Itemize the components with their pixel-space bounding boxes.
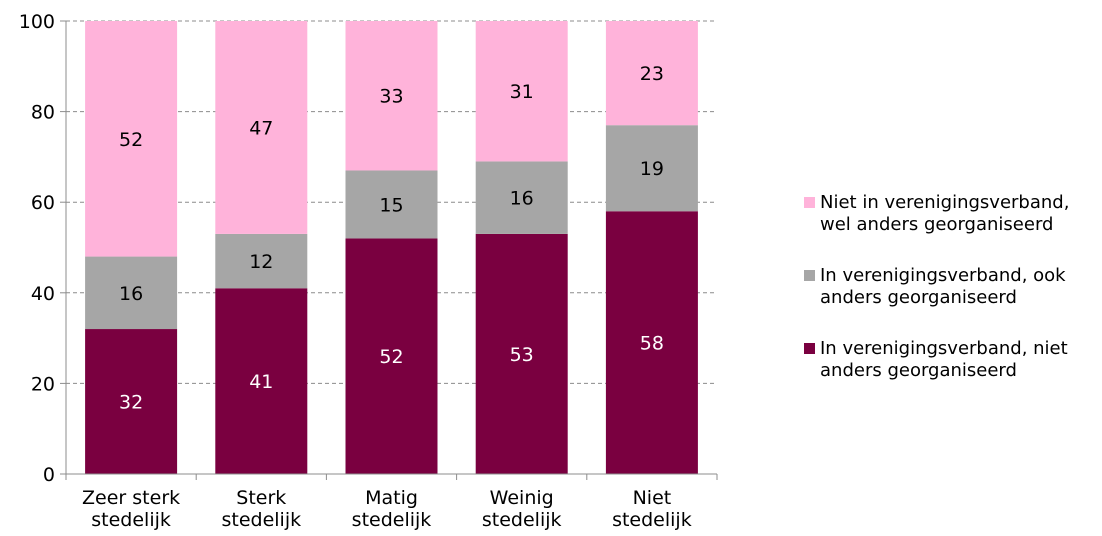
bar-segment-3: [345, 21, 438, 171]
data-label: 33: [379, 86, 403, 108]
bar-segment-2: [605, 125, 698, 212]
data-label: 41: [249, 371, 273, 393]
data-label: 47: [249, 117, 273, 139]
bar-segment-1: [85, 329, 178, 474]
data-label: 52: [119, 129, 143, 151]
x-tick-label: stedelijk: [352, 509, 432, 531]
data-label: 53: [510, 344, 534, 366]
x-tick-label: stedelijk: [482, 509, 562, 531]
bar-segment-2: [475, 161, 568, 234]
bar-segment-3: [215, 21, 308, 234]
y-tick-label: 20: [31, 373, 55, 395]
x-tick-label: stedelijk: [221, 509, 301, 531]
x-tick-label: Niet: [633, 487, 672, 509]
data-label: 12: [249, 251, 273, 273]
data-label: 15: [379, 194, 403, 216]
x-tick-label: stedelijk: [91, 509, 171, 531]
bar-segment-3: [475, 21, 568, 162]
bar-segment-1: [605, 211, 698, 474]
x-tick-label: Matig: [365, 487, 418, 509]
legend-label: anders georganiseerd: [820, 287, 1017, 308]
bar-segment-2: [215, 233, 308, 289]
data-label: 16: [119, 283, 143, 305]
legend-swatch: [804, 270, 815, 281]
legend-label: anders georganiseerd: [820, 360, 1017, 381]
bar-segment-1: [345, 238, 438, 474]
data-label: 58: [640, 333, 664, 355]
bar-segment-2: [85, 256, 178, 330]
y-tick-label: 0: [43, 464, 55, 486]
bar-segment-2: [345, 170, 438, 239]
legend-swatch: [804, 343, 815, 354]
legend-label: wel anders georganiseerd: [820, 214, 1053, 235]
legend-label: In verenigingsverband, ook: [820, 265, 1066, 286]
data-label: 23: [640, 63, 664, 85]
y-tick-label: 40: [31, 283, 55, 305]
data-label: 19: [640, 158, 664, 180]
data-label: 16: [510, 188, 534, 210]
bar-segment-1: [475, 233, 568, 474]
legend: Niet in verenigingsverband,wel anders ge…: [804, 192, 1069, 381]
legend-label: Niet in verenigingsverband,: [820, 192, 1069, 213]
legend-label: In verenigingsverband, niet: [820, 338, 1068, 359]
data-label: 32: [119, 392, 143, 414]
x-tick-label: Weinig: [490, 487, 554, 509]
bar-segment-1: [215, 288, 308, 474]
bar-segment-3: [605, 21, 698, 126]
data-label: 52: [379, 346, 403, 368]
y-tick-label: 80: [31, 102, 55, 124]
legend-swatch: [804, 197, 815, 208]
x-tick-label: stedelijk: [612, 509, 692, 531]
bar-segment-3: [85, 21, 178, 257]
data-labels: 32 16 52 41 12 47 52 15 33 53 16 31 58 19 23: [119, 63, 664, 413]
data-label: 31: [510, 81, 534, 103]
y-tick-label: 100: [19, 11, 55, 33]
bars: [85, 21, 698, 474]
x-tick-label: Sterk: [236, 487, 286, 509]
y-tick-label: 60: [31, 192, 55, 214]
x-tick-label: Zeer sterk: [82, 487, 180, 509]
